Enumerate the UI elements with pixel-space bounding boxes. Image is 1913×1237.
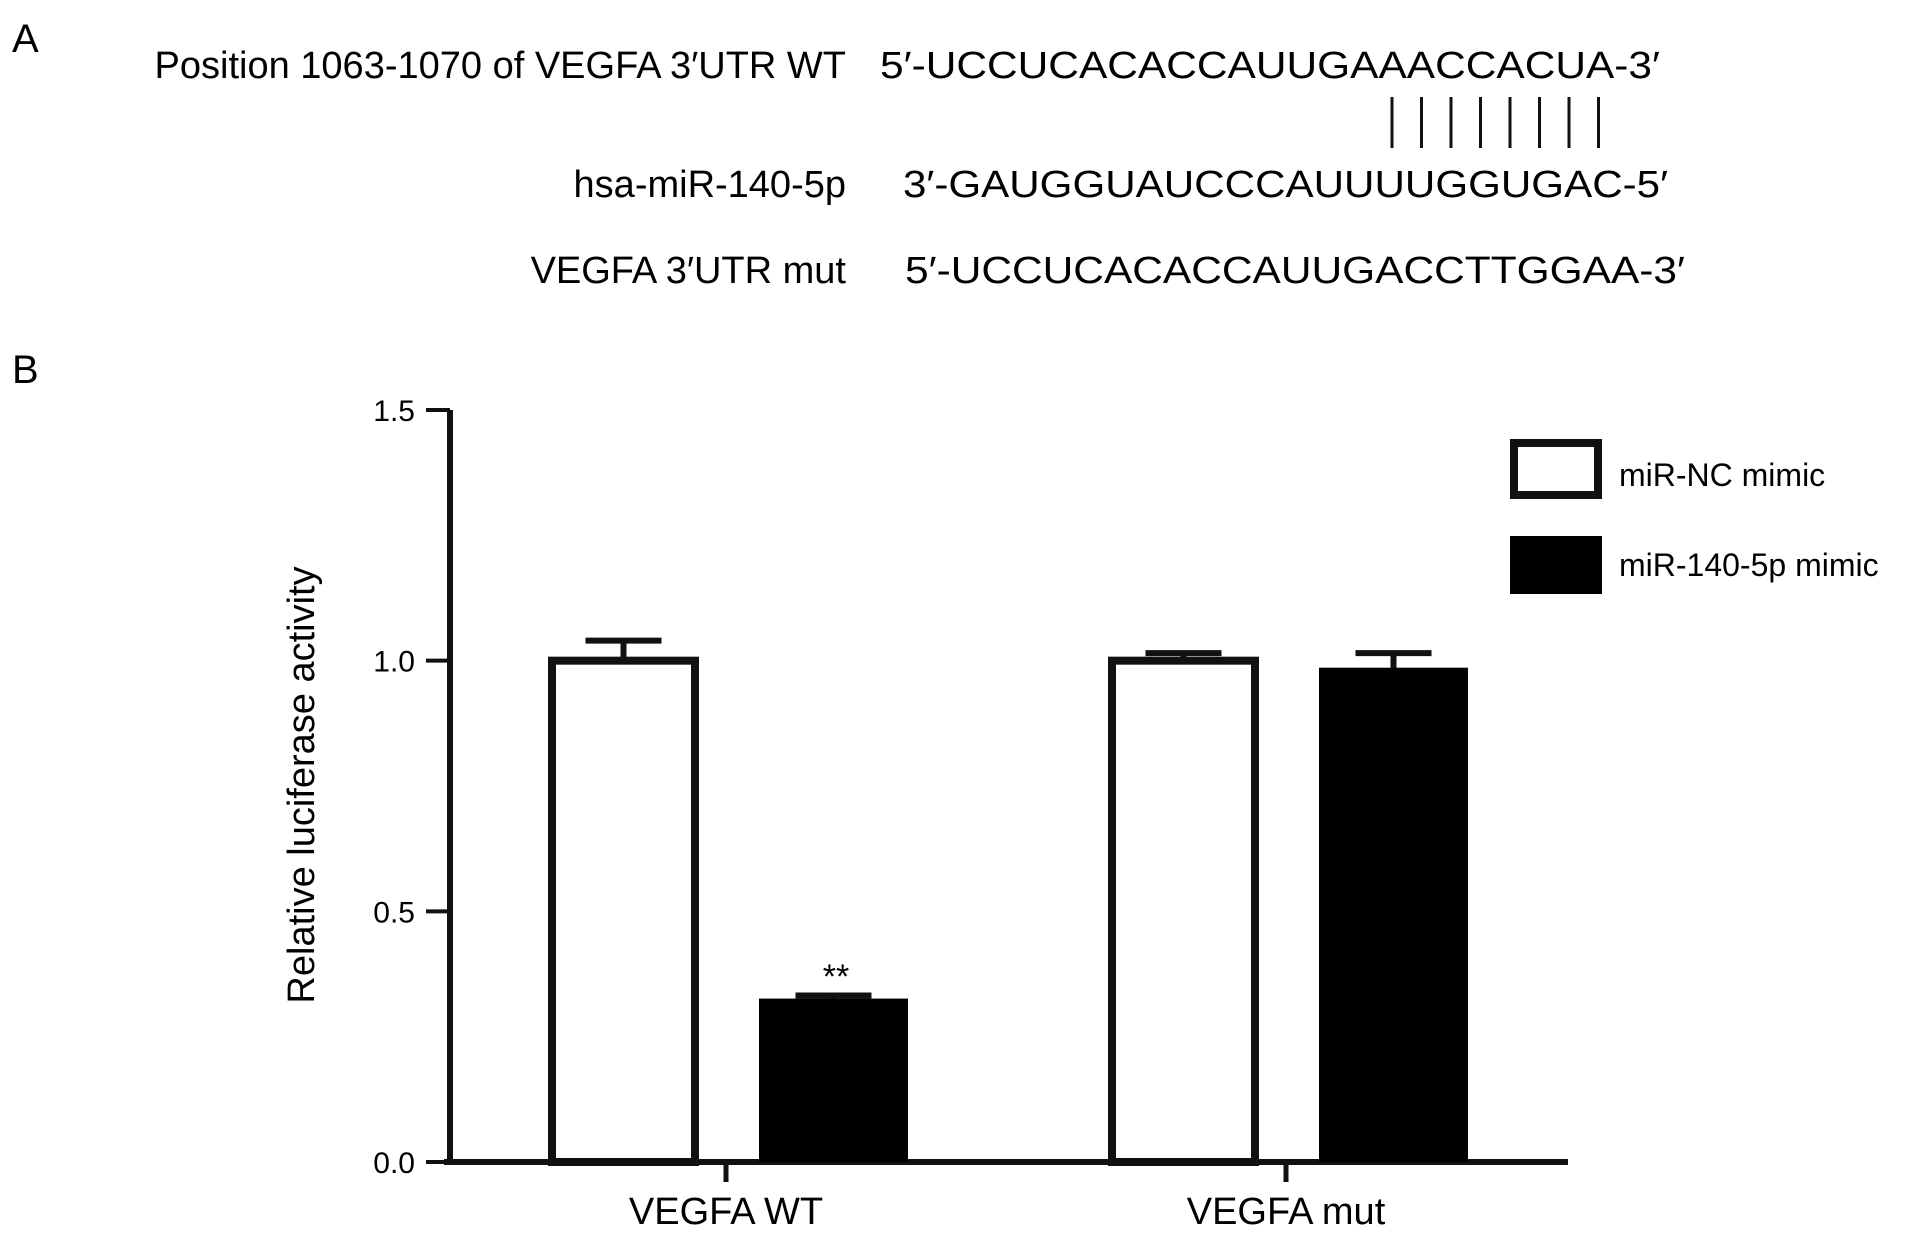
panel-a: A Position 1063-1070 of VEGFA 3′UTR WT 5… — [12, 17, 1685, 292]
legend-label-nc: miR-NC mimic — [1619, 457, 1825, 493]
legend-label-mimic: miR-140-5p mimic — [1619, 547, 1879, 583]
wt-row-sequence: 5′-UCCUCACACCAUUGAAACCACUA-3′ — [880, 45, 1660, 87]
x-axis-ticks: VEGFA WT VEGFA mut — [629, 1162, 1386, 1233]
x-tick-label: VEGFA WT — [629, 1191, 823, 1233]
legend-swatch-nc — [1510, 439, 1602, 499]
bar-1-1 — [1319, 667, 1468, 1162]
x-tick-label: VEGFA mut — [1187, 1191, 1386, 1233]
y-tick-label: 0.5 — [373, 896, 415, 929]
mirna-row-name: hsa-miR-140-5p — [574, 164, 846, 206]
mirna-row-sequence: 3′-GAUGGUAUCCCAUUUUGGUGAC-5′ — [903, 164, 1668, 206]
legend-swatch-mimic — [1510, 536, 1602, 594]
significance-label: ** — [823, 958, 849, 996]
wt-row-name: Position 1063-1070 of VEGFA 3′UTR WT — [155, 45, 846, 87]
bar-0-0 — [548, 656, 699, 1167]
bar-1-0 — [1108, 656, 1259, 1167]
bars — [548, 637, 1468, 1167]
panel-a-label: A — [12, 17, 39, 61]
y-axis-ticks: 0.0 0.5 1.0 1.5 — [373, 395, 450, 1180]
bar-0-1 — [759, 998, 908, 1162]
panel-b: B Relative luciferase activity 0.0 0.5 1.0… — [12, 348, 1879, 1233]
legend: miR-NC mimic miR-140-5p mimic — [1510, 439, 1879, 594]
y-axis-label: Relative luciferase activity — [281, 566, 323, 1003]
y-tick-label: 1.5 — [373, 395, 415, 428]
y-tick-label: 1.0 — [373, 646, 415, 679]
pairing-lines — [1390, 97, 1600, 148]
panel-b-label: B — [12, 348, 39, 392]
mut-row-name: VEGFA 3′UTR mut — [531, 250, 847, 292]
mut-row-sequence: 5′-UCCUCACACCAUUGACCTTGGAA-3′ — [905, 250, 1685, 292]
y-tick-label: 0.0 — [373, 1147, 415, 1180]
